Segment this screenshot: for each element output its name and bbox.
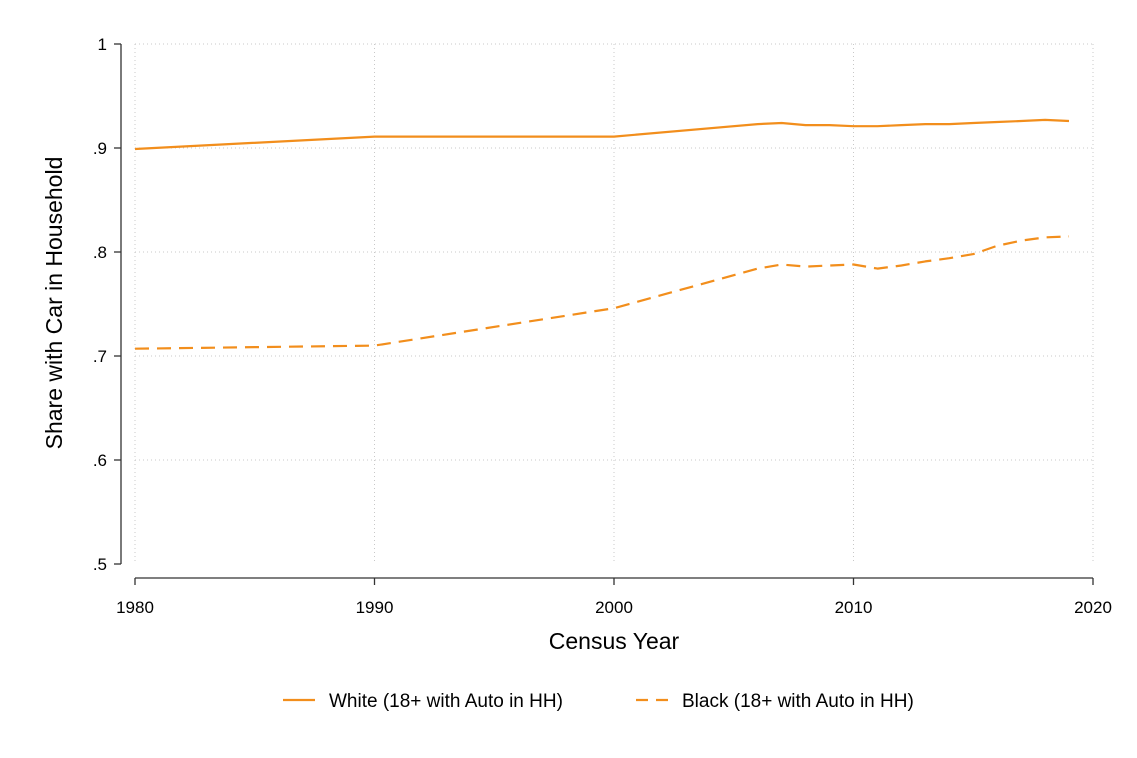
y-tick-label: .9 — [93, 139, 107, 158]
y-axis-label: Share with Car in Household — [41, 157, 67, 450]
series-line-white — [134, 118, 1070, 151]
series-line-black — [134, 235, 1070, 350]
x-tick-label: 2000 — [595, 598, 633, 617]
x-tick-label: 1990 — [356, 598, 394, 617]
legend: White (18+ with Auto in HH) Black (18+ wi… — [283, 691, 914, 712]
y-tick-label: .8 — [93, 243, 107, 262]
tick-labels: .5 .6 .7 .8 .9 1 1980 1990 2000 2010 2020 — [93, 35, 1112, 617]
y-tick-label: .5 — [93, 555, 107, 574]
series-lines — [134, 118, 1070, 350]
legend-label: White (18+ with Auto in HH) — [329, 691, 563, 712]
x-axis-label: Census Year — [549, 628, 680, 654]
x-tick-label: 2010 — [835, 598, 873, 617]
grid-lines — [134, 43, 1094, 564]
x-tick-label: 1980 — [116, 598, 154, 617]
legend-label: Black (18+ with Auto in HH) — [682, 691, 914, 712]
y-tick-label: .7 — [93, 347, 107, 366]
x-tick-label: 2020 — [1074, 598, 1112, 617]
y-tick-label: 1 — [98, 35, 107, 54]
y-tick-label: .6 — [93, 451, 107, 470]
axes — [114, 43, 1094, 585]
